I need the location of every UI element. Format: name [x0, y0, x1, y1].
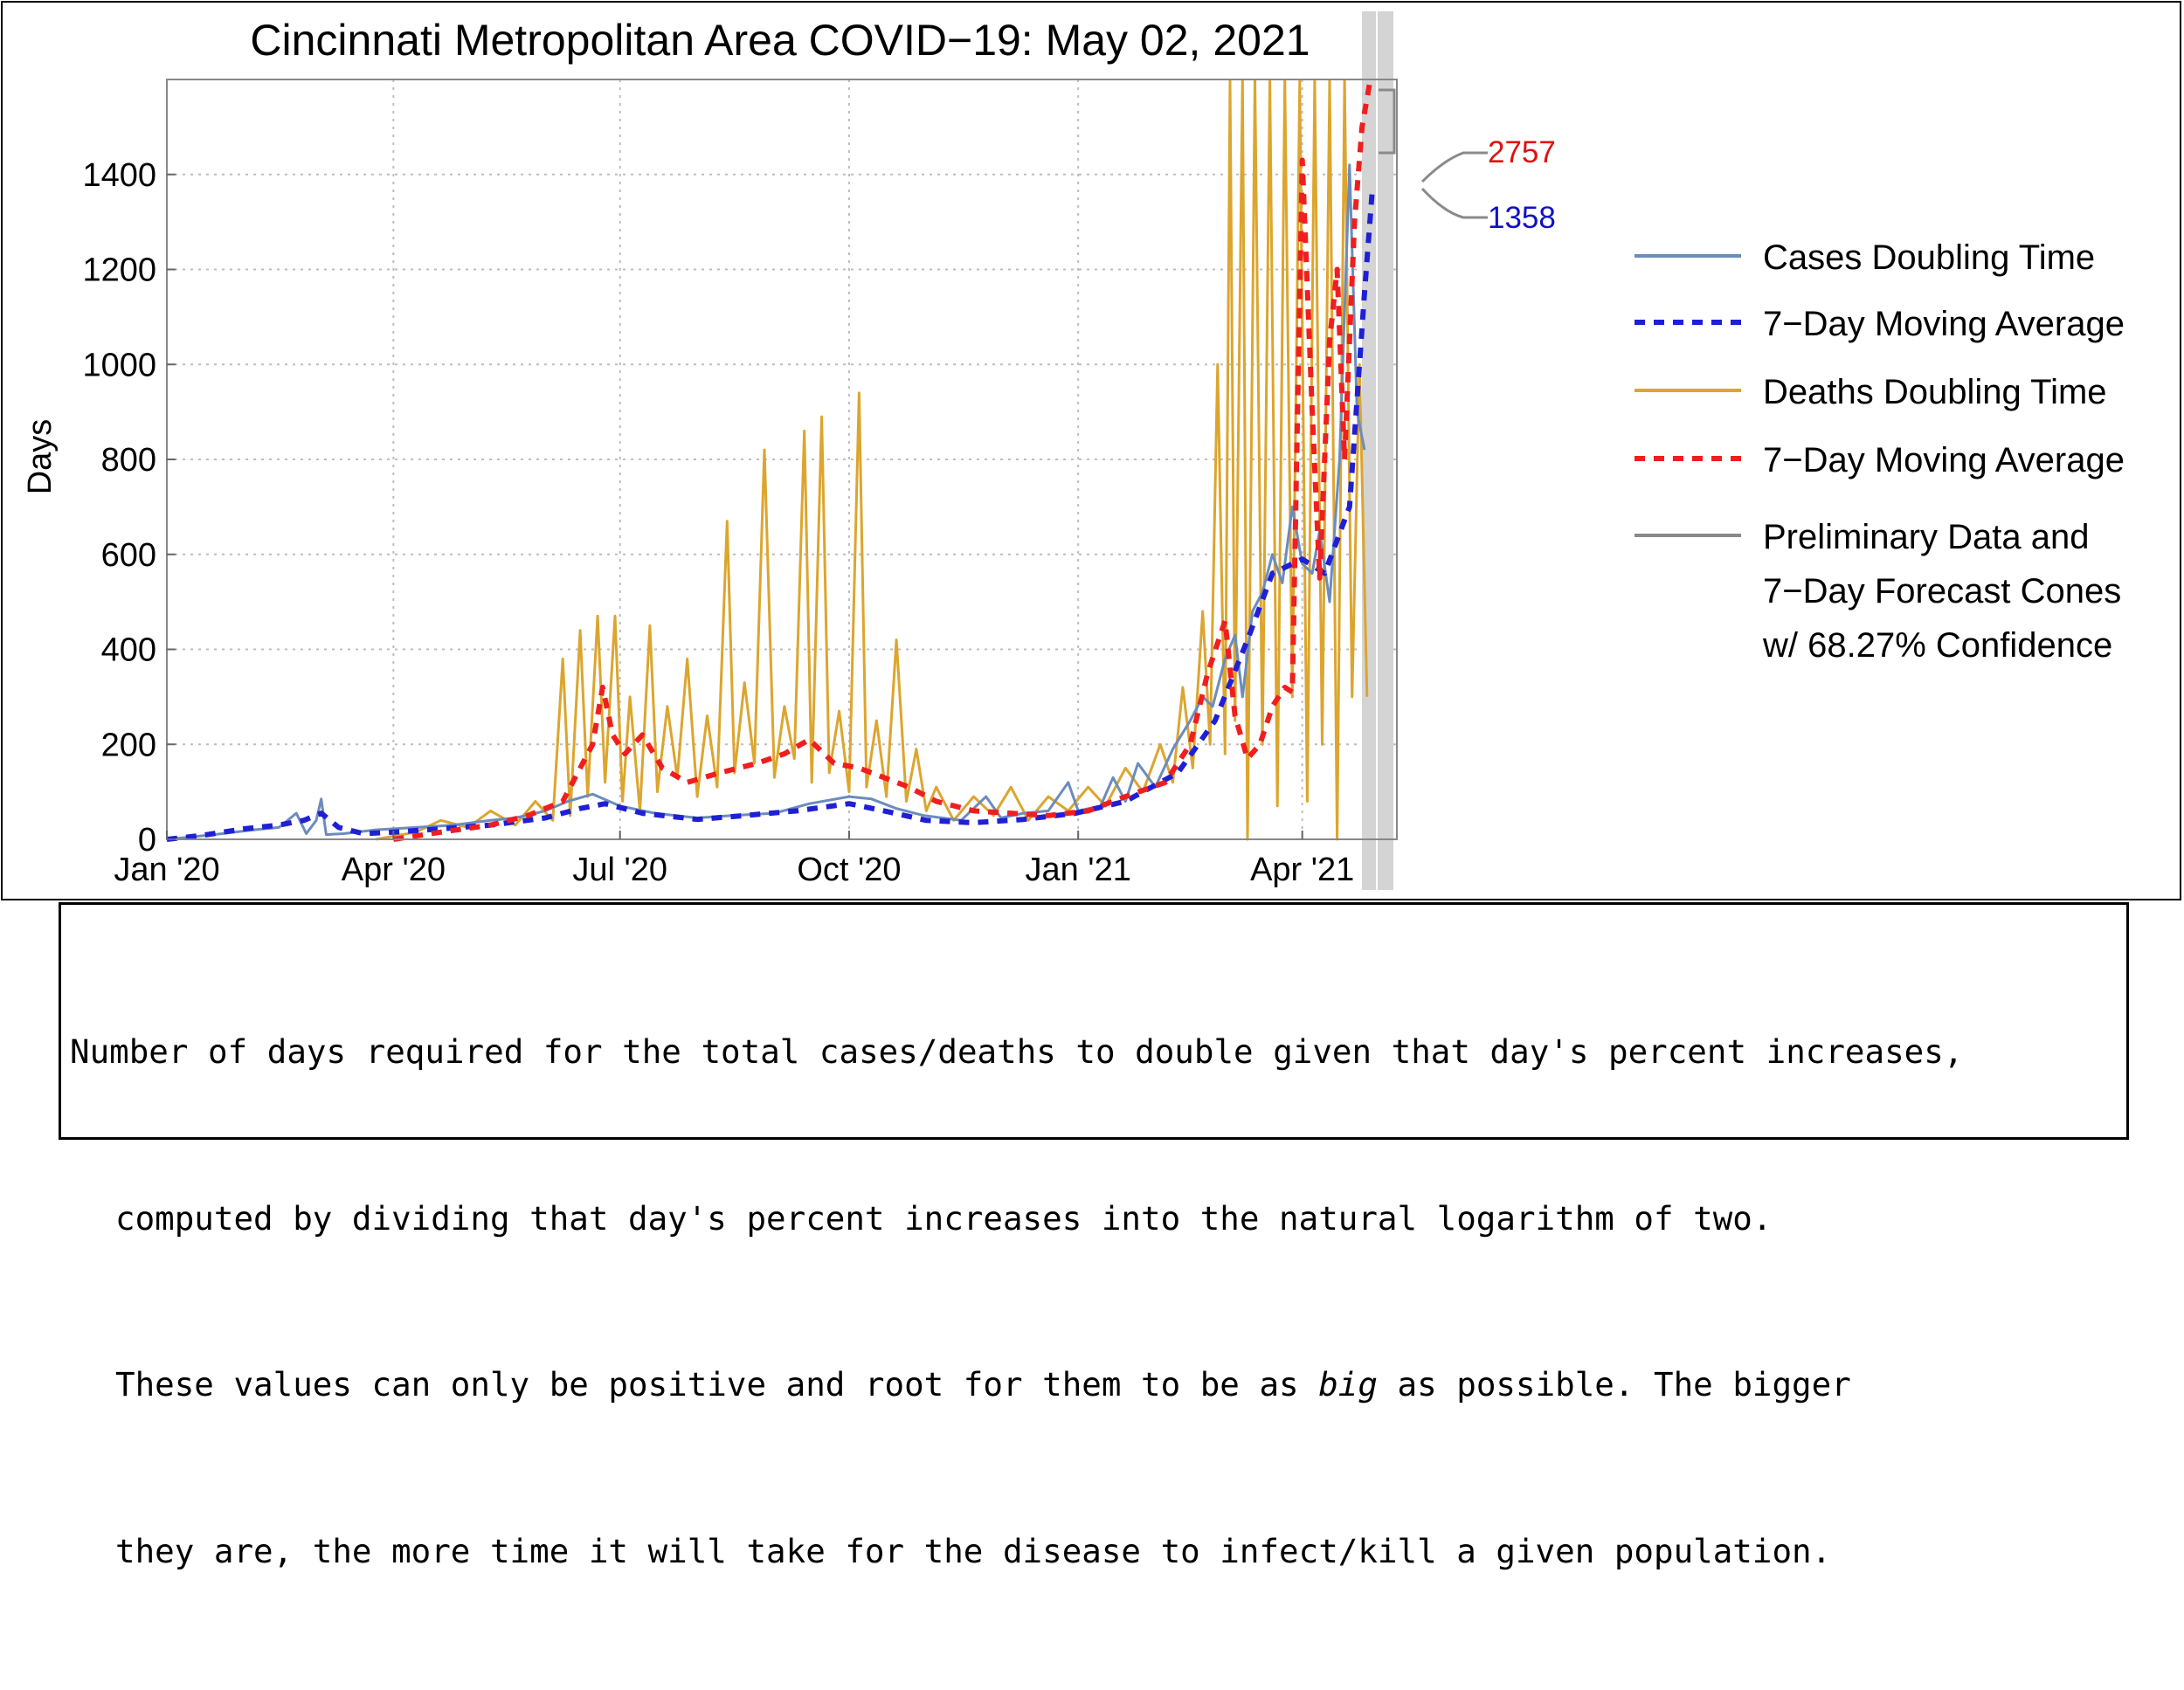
y-tick-label: 1400: [82, 157, 156, 194]
caption-line-2: computed by dividing that day's percent …: [115, 1198, 1773, 1238]
forecast-cones: 2757 1358: [1379, 88, 1556, 235]
caption-text: Number of days required for the total ca…: [70, 914, 2118, 1690]
x-tick-label: Jan '20: [114, 852, 219, 888]
legend-label-line: w/ 68.27% Confidence: [1762, 626, 2112, 665]
series-line-4: [392, 79, 1373, 842]
y-tick-label: 400: [101, 632, 156, 669]
series-line-2: [167, 194, 1375, 842]
y-tick-label: 600: [101, 537, 156, 574]
caption-line-3-start: These values can only be positive and ro…: [115, 1365, 1319, 1404]
legend-label-line: Deaths Doubling Time: [1763, 373, 2107, 411]
caption-line-3-end: as possible. The bigger: [1377, 1365, 1851, 1404]
legend: Cases Doubling Time 7−Day Moving Average D…: [1635, 238, 2125, 665]
legend-label-line: Preliminary Data and: [1763, 518, 2090, 556]
caption-line-3: These values can only be positive and ro…: [70, 1357, 2118, 1413]
caption-line-4: they are, the more time it will take for…: [115, 1531, 1832, 1570]
caption-line-1: Number of days required for the total ca…: [70, 1032, 1964, 1071]
x-tick-label: Apr '21: [1250, 852, 1354, 888]
legend-label: Cases Doubling Time: [1763, 238, 2095, 277]
y-tick-label: 1000: [82, 347, 156, 383]
forecast-connector: [1420, 151, 1488, 219]
y-axis-ticks: 0 200 400 600 800 1000 1200 1400: [82, 157, 176, 859]
y-tick-label: 800: [101, 442, 156, 479]
series-line-1: [167, 163, 1366, 841]
y-axis-label: Days: [22, 419, 59, 495]
chart-title: Cincinnati Metropolitan Area COVID−19: M…: [250, 16, 1310, 65]
legend-label-line: 7−Day Moving Average: [1763, 441, 2125, 479]
x-tick-label: Oct '20: [797, 852, 901, 888]
x-tick-label: Jan '21: [1025, 852, 1130, 888]
title-background: [217, 10, 1344, 69]
y-tick-label: 1200: [82, 252, 156, 289]
chart-frame: 0 200 400 600 800 1000 1200 1400 Jan '20 Apr '20…: [1, 1, 2181, 900]
forecast-deaths-label: 2757: [1488, 135, 1556, 169]
caption-emphasis: big: [1318, 1365, 1378, 1404]
y-tick-label: 0: [138, 822, 156, 859]
legend-label: 7−Day Moving Average: [1763, 441, 2125, 479]
legend-label: Preliminary Data and 7−Day Forecast Cones…: [1762, 518, 2121, 665]
forecast-bracket: [1379, 88, 1396, 155]
y-tick-label: 200: [101, 727, 156, 763]
x-tick-label: Apr '20: [342, 852, 446, 888]
legend-label: 7−Day Moving Average: [1763, 305, 2125, 343]
legend-label-line: Cases Doubling Time: [1763, 238, 2095, 277]
chart: 0 200 400 600 800 1000 1200 1400 Jan '20 Apr '20…: [22, 10, 2125, 890]
legend-label-line: 7−Day Moving Average: [1763, 305, 2125, 343]
x-tick-label: Jul '20: [572, 852, 667, 888]
series-group: [167, 79, 1375, 842]
series-line-3: [376, 79, 1369, 841]
caption-box: Number of days required for the total ca…: [59, 902, 2129, 1570]
legend-label-line: 7−Day Forecast Cones: [1763, 572, 2121, 610]
legend-label: Deaths Doubling Time: [1763, 373, 2107, 411]
x-axis-ticks: Jan '20 Apr '20 Jul '20 Oct '20 Jan '21 Apr '…: [114, 831, 1354, 888]
forecast-cases-label: 1358: [1488, 201, 1556, 235]
preliminary-data-band: [1362, 11, 1393, 890]
